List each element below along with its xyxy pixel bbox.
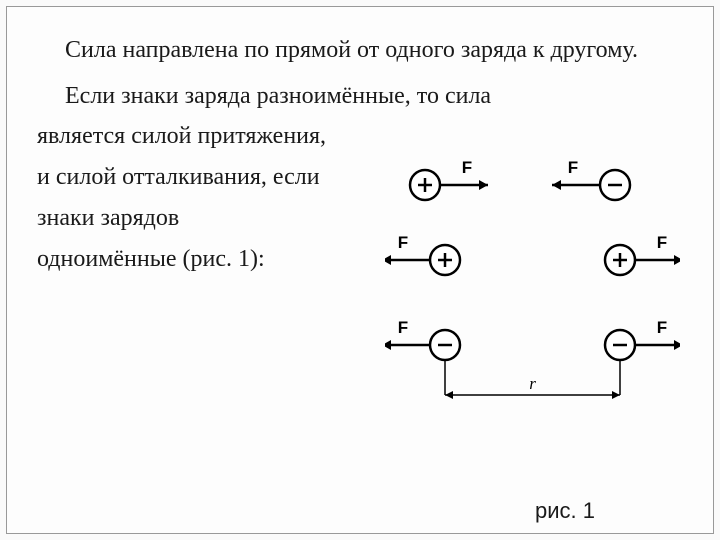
paragraph-2-line5: одноимённые (рис. 1): [37, 239, 387, 280]
paragraph-1: Сила направлена по прямой от одного заря… [37, 31, 683, 71]
paragraph-2-line4: знаки зарядов [37, 198, 387, 239]
svg-text:F: F [398, 233, 408, 252]
paragraph-2-line1: Если знаки заряда разноимённые, то сила [37, 77, 683, 117]
svg-text:F: F [657, 318, 667, 337]
svg-text:F: F [398, 318, 408, 337]
svg-text:F: F [657, 233, 667, 252]
svg-text:F: F [462, 158, 472, 177]
force-diagram: F F F F F Fr [385, 155, 680, 435]
svg-text:F: F [568, 158, 578, 177]
svg-text:r: r [529, 374, 536, 393]
paragraph-2-line3: и силой отталкивания, если [37, 157, 387, 198]
figure-caption: рис. 1 [535, 498, 595, 524]
paragraph-2-line2: является силой притяжения, [37, 116, 387, 157]
